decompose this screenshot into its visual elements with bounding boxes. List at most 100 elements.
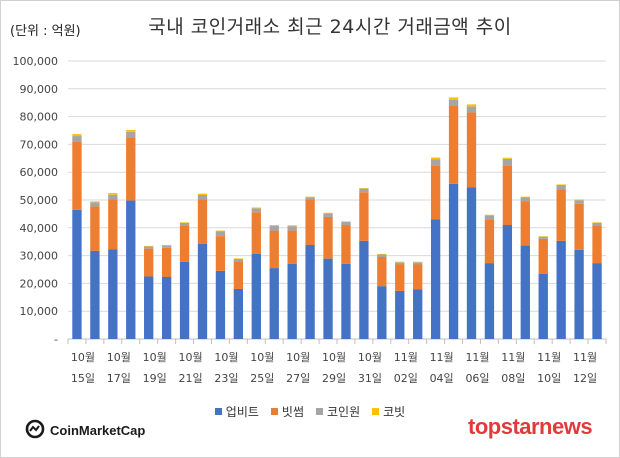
legend-swatch (316, 408, 323, 415)
legend-label: 코인원 (327, 405, 361, 419)
bar-segment (341, 225, 351, 264)
legend-label: 빗썸 (281, 405, 304, 419)
bar-segment (359, 188, 369, 189)
chart-title: 국내 코인거래소 최근 24시간 거래금액 추이 (148, 16, 512, 38)
bar-segment (466, 106, 477, 113)
bar-segment (233, 261, 244, 289)
bar-segment (161, 277, 172, 339)
topstarnews-brand: topstarnews (468, 414, 593, 439)
bar-segment (126, 129, 136, 132)
bar-segment (520, 245, 530, 339)
bar-segment (108, 199, 118, 250)
y-tick-label: 100,000 (13, 55, 59, 68)
bar-segment (377, 253, 387, 255)
bar-segment (251, 207, 261, 209)
bar-segment (72, 134, 82, 137)
bar-segment (574, 203, 584, 250)
bar-segment (90, 250, 100, 339)
bar-segment (520, 196, 530, 198)
bar-segment (377, 286, 387, 339)
legend-item: 코인원 (316, 403, 360, 420)
bar-segment (359, 192, 369, 241)
x-tick-label-day: 10일 (537, 371, 561, 385)
bar-segment (144, 246, 154, 249)
bar-segment (72, 136, 82, 142)
bar-segment (341, 221, 351, 222)
legend-item: 업비트 (214, 403, 259, 420)
x-tick-label-month: 10월 (250, 351, 274, 364)
x-tick-label-day: 17일 (107, 371, 131, 385)
bar-segment (377, 256, 387, 287)
bar-segment (269, 230, 279, 269)
bar-segment (502, 165, 513, 226)
bar-segment (556, 189, 566, 241)
bar-segment (197, 199, 208, 244)
x-tick-label-day: 31일 (358, 371, 382, 385)
bar-segment (126, 131, 136, 139)
x-tick-label-day: 08일 (501, 371, 525, 385)
bar-segment (323, 212, 333, 214)
legend-swatch (214, 408, 222, 415)
bar-segment (430, 157, 441, 160)
x-tick-label-day: 25일 (250, 371, 274, 385)
bar-segment (305, 197, 315, 200)
bar-segment (126, 200, 136, 339)
bar-segment (108, 194, 118, 200)
x-tick-label-month: 10월 (214, 351, 238, 364)
y-tick-label: 10,000 (20, 305, 59, 318)
x-tick-label-day: 27일 (286, 371, 310, 385)
bar-segment (108, 193, 118, 195)
bar-segment (520, 197, 530, 202)
bar-segment (161, 245, 172, 246)
y-tick-label: 50,000 (20, 194, 59, 207)
bar-segment (502, 158, 513, 166)
bar-segment (72, 209, 82, 339)
bar-segment (233, 258, 244, 262)
bar-segment (520, 201, 530, 246)
bar-segment (341, 263, 351, 339)
bar-segment (251, 253, 261, 339)
x-tick-label-month: 11월 (465, 351, 489, 364)
bar-segment (466, 112, 477, 188)
bar-segment (413, 261, 423, 263)
bar-segment (161, 247, 172, 278)
bar-segment (197, 194, 208, 200)
x-tick-label-day: 19일 (143, 371, 167, 385)
bar-segment (90, 201, 100, 203)
bar-segment (287, 225, 297, 227)
bar-segment (484, 220, 495, 264)
x-tick-label-day: 15일 (71, 371, 95, 385)
x-tick-label-month: 10월 (179, 351, 203, 364)
bar-segment (287, 263, 297, 339)
x-tick-label-day: 06일 (465, 371, 489, 385)
x-tick-label-day: 02일 (394, 371, 418, 385)
y-tick-label: - (54, 333, 58, 346)
x-tick-label-month: 11월 (537, 351, 561, 364)
bar-segment (413, 262, 423, 265)
y-tick-label: 60,000 (20, 166, 59, 179)
bar-segment (574, 249, 584, 339)
bar-segment (179, 222, 190, 223)
bar-segment (144, 276, 154, 339)
x-tick-label-month: 10월 (286, 351, 310, 364)
chart-legend: 업비트 빗썸 코인원 코빗 (0, 403, 620, 420)
bar-segment (484, 215, 495, 221)
x-tick-label-month: 11월 (573, 351, 597, 364)
bar-segment (251, 212, 261, 254)
bar-segment (592, 222, 602, 226)
x-tick-label-day: 04일 (430, 371, 454, 385)
x-tick-label-month: 10월 (358, 351, 382, 364)
x-tick-label-month: 10월 (71, 351, 95, 364)
bar-segment (323, 216, 333, 259)
bar-segment (556, 184, 566, 190)
bar-segment (430, 219, 441, 339)
legend-label: 코빗 (383, 405, 406, 419)
legend-label: 업비트 (225, 405, 259, 419)
bar-segment (108, 249, 118, 339)
unit-label: (단위 : 억원) (10, 24, 81, 39)
x-tick-label-month: 10월 (322, 351, 346, 364)
bar-segment (592, 263, 602, 339)
bar-segment (179, 261, 190, 339)
bar-segment (484, 214, 495, 216)
